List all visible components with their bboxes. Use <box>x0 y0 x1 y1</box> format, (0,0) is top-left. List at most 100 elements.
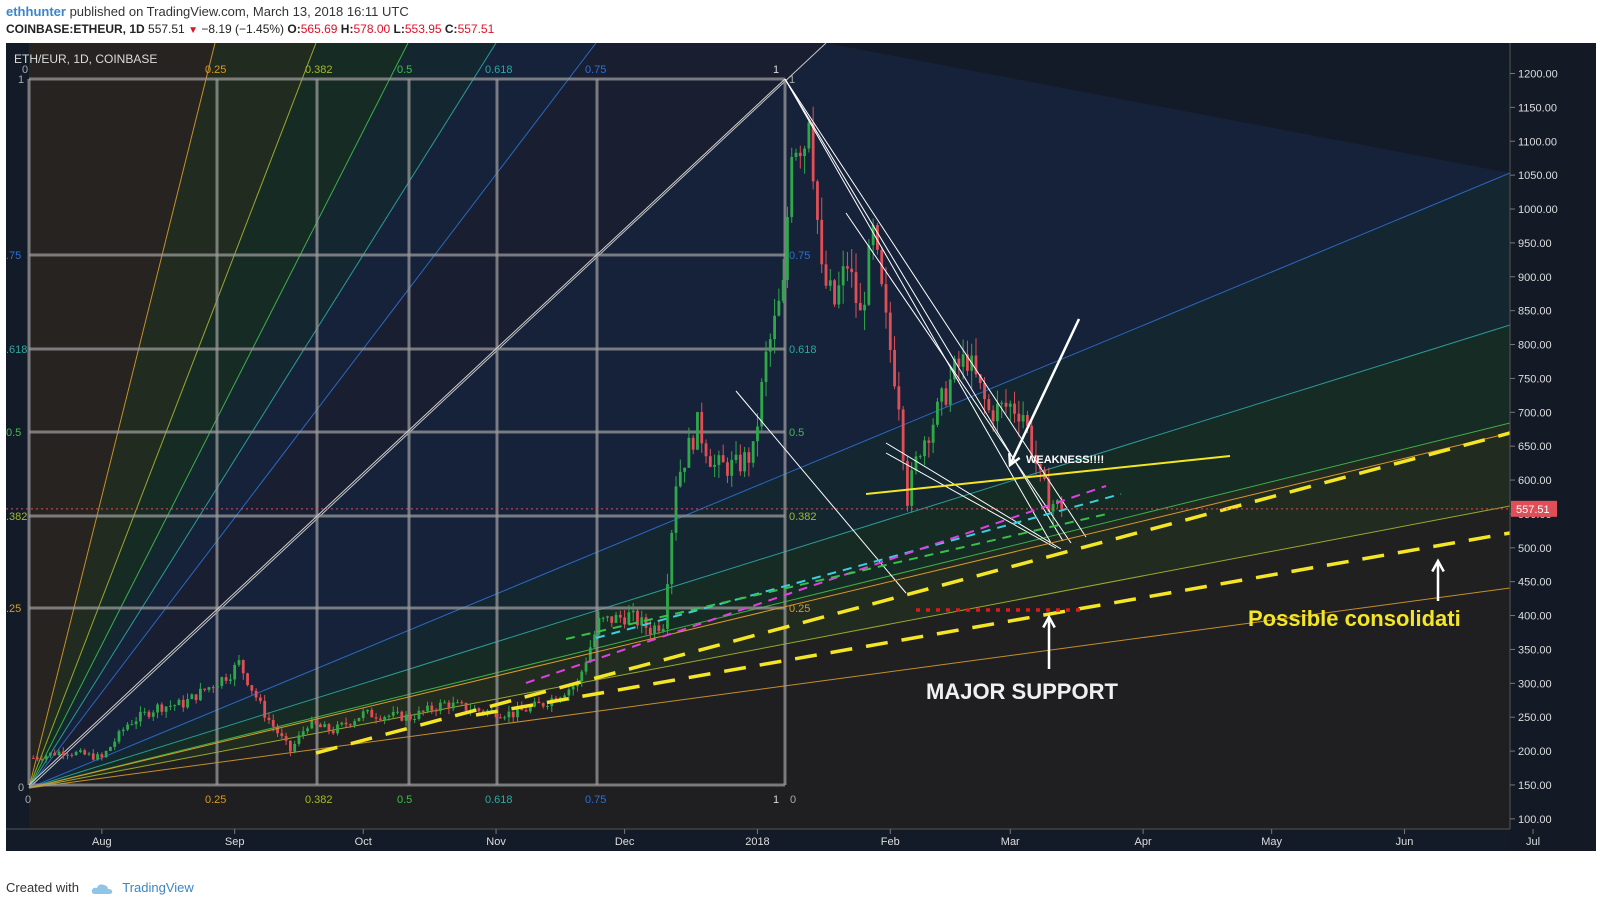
gann-bottom-label: 0.5 <box>397 794 412 806</box>
candle-body <box>618 614 622 618</box>
author-link[interactable]: ethhunter <box>6 4 66 19</box>
candle-body <box>323 724 327 728</box>
time-tick-label: Mar <box>1001 836 1020 848</box>
price-chart[interactable]: 0 0.25 0.382 0.5 0.618 0.75 10 0.25 0.382 0.5 0.61… <box>6 43 1596 851</box>
candle-body <box>644 617 648 628</box>
candle-body <box>336 724 339 734</box>
candle-body <box>387 715 391 717</box>
time-tick-label: Dec <box>615 836 635 848</box>
candle-body <box>267 717 271 721</box>
candle-body <box>246 673 249 686</box>
gann-inner-label: 0.618 <box>789 344 817 356</box>
candle-body <box>1000 402 1004 404</box>
candle-body <box>910 470 914 506</box>
candle-body <box>404 714 408 721</box>
candle-body <box>91 753 95 760</box>
candle-body <box>481 710 485 713</box>
candle-body <box>918 456 922 458</box>
candle-body <box>653 625 657 635</box>
open-value: 565.69 <box>300 22 338 36</box>
candle-body <box>288 740 292 752</box>
candlestick-series <box>31 106 1064 763</box>
candle-body <box>1017 413 1021 422</box>
candle-body <box>194 694 198 701</box>
arrow-weakness <box>1008 318 1081 466</box>
created-with: Created with <box>6 880 79 895</box>
low-label: L: <box>393 22 405 36</box>
candle-body <box>391 712 395 716</box>
gann-inner-label: 0.5 <box>789 427 804 439</box>
price-tick-label: 800.00 <box>1518 340 1552 352</box>
price-tick-label: 1050.00 <box>1518 170 1558 182</box>
candle-body <box>794 152 798 157</box>
gann-top-label: 0.25 <box>205 64 226 76</box>
annotations: WEAKNESS!!!! MAJOR SUPPORT Possible consol… <box>926 454 1461 704</box>
candle-body <box>293 743 297 752</box>
high-label: H: <box>340 22 354 36</box>
price-tick-label: 500.00 <box>1518 543 1552 555</box>
candle-body <box>858 302 862 311</box>
candle-body <box>456 702 459 704</box>
candle-body <box>906 460 909 506</box>
candle-body <box>790 156 794 218</box>
price-axis[interactable]: 100.00 150.00 200.00 250.00 300.00 350.00 400.… <box>1509 43 1596 851</box>
candle-body <box>828 280 832 286</box>
candle-body <box>781 280 785 301</box>
candle-body <box>374 717 378 719</box>
candle-body <box>614 614 618 623</box>
candle-body <box>571 686 575 690</box>
candle-body <box>1047 478 1051 512</box>
candle-body <box>640 617 644 626</box>
support-dashed-line <box>475 531 1510 717</box>
fan-ray <box>28 43 597 789</box>
last-price: 557.51 <box>148 22 185 36</box>
candle-body <box>164 706 168 712</box>
candle-body <box>331 730 335 734</box>
gann-left-label: .25 <box>6 603 21 615</box>
candle-body <box>353 721 357 726</box>
candle-body <box>310 720 314 729</box>
last-price-tag-label: 557.51 <box>1516 504 1550 516</box>
gann-box <box>27 77 787 787</box>
candle-body <box>541 703 545 707</box>
major-support-label: MAJOR SUPPORT <box>926 679 1118 704</box>
candle-body <box>927 440 931 443</box>
candle-body <box>567 689 571 696</box>
tradingview-link[interactable]: TradingView <box>122 880 194 895</box>
candle-body <box>648 627 652 635</box>
resistance-line <box>865 455 1231 495</box>
footer: Created with TradingView <box>6 880 194 895</box>
candle-body <box>417 710 421 720</box>
candle-body <box>36 757 39 759</box>
price-tick-label: 350.00 <box>1518 644 1552 656</box>
symbol-label: COINBASE:ETHEUR, 1D <box>6 22 145 36</box>
candle-body <box>87 753 91 755</box>
candle-body <box>100 754 104 758</box>
candle-body <box>280 733 284 737</box>
candle-body <box>408 714 412 720</box>
candle-body <box>421 710 425 712</box>
candle-body <box>901 409 905 461</box>
candle-body <box>751 441 755 463</box>
candle-body <box>708 456 712 467</box>
gann-left-label: 0 <box>18 782 24 794</box>
candle-body <box>40 758 44 760</box>
gann-bottom-label: 1 <box>773 794 779 806</box>
candle-body <box>1013 403 1016 414</box>
candle-body <box>606 616 609 618</box>
candle-body <box>254 690 258 698</box>
chart-background <box>6 43 1596 851</box>
candle-body <box>923 440 926 457</box>
price-tick-label: 1200.00 <box>1518 68 1558 80</box>
candle-body <box>151 712 155 717</box>
price-tick-label: 900.00 <box>1518 272 1552 284</box>
candle-body <box>460 702 464 704</box>
time-axis[interactable]: Aug Sep Oct Nov Dec 2018 Feb Mar Apr May Jun Jul <box>6 828 1540 848</box>
candle-body <box>623 617 627 625</box>
candle-body <box>846 266 849 269</box>
gann-left-label: 0.5 <box>6 427 21 439</box>
candle-body <box>914 456 918 471</box>
candle-body <box>936 401 939 425</box>
price-change: −8.19 (−1.45%) <box>201 22 285 36</box>
trendlines <box>6 78 1510 789</box>
